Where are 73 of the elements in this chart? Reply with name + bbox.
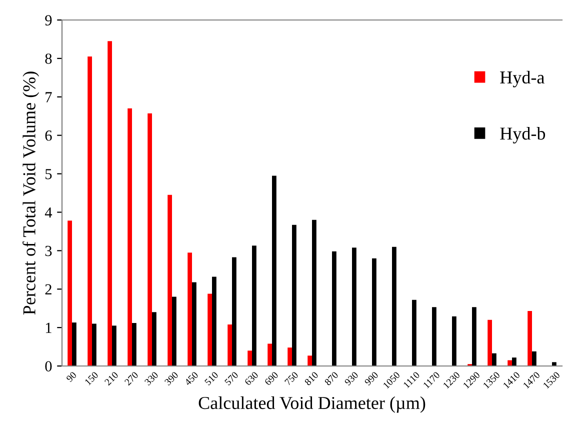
bar: [208, 294, 212, 366]
bar: [372, 258, 376, 366]
bar: [352, 248, 356, 366]
bar: [188, 252, 192, 366]
x-tick-label: 330: [144, 371, 159, 386]
bar: [272, 176, 276, 366]
bar: [248, 350, 252, 366]
bar: [288, 348, 292, 366]
x-tick-label: 870: [324, 371, 339, 386]
y-tick-label: 0: [45, 361, 52, 372]
x-tick-label: 270: [124, 371, 139, 386]
x-axis-title: Calculated Void Diameter (µm): [198, 396, 426, 413]
bar: [132, 322, 136, 366]
bar: [228, 324, 232, 366]
bar: [528, 311, 532, 366]
bar: [72, 322, 76, 366]
bar: [232, 257, 236, 366]
x-tick-label: 810: [304, 371, 319, 386]
y-tick-label: 4: [44, 207, 52, 218]
y-tick-label: 8: [45, 54, 52, 64]
y-tick-label: 1: [46, 322, 52, 333]
x-tick-label: 990: [364, 371, 379, 386]
bar: [152, 312, 156, 366]
bar: [168, 194, 172, 366]
bar: [172, 296, 176, 366]
bar: [452, 316, 456, 366]
y-tick-label: 9: [45, 15, 52, 26]
legend-label: Hyd-b: [500, 126, 546, 144]
bar: [392, 246, 396, 366]
x-tick-label: 750: [284, 371, 299, 386]
bar: [488, 320, 492, 366]
bar: [532, 351, 536, 366]
bar: [68, 220, 72, 366]
bar: [472, 307, 476, 366]
y-tick-label: 6: [45, 130, 52, 141]
x-tick-label: 1110: [403, 371, 420, 388]
bar: [492, 353, 496, 366]
bar: [432, 307, 436, 366]
bar: [108, 41, 112, 366]
bar: [552, 362, 556, 366]
x-tick-label: 390: [164, 371, 179, 386]
bar: [92, 324, 96, 366]
y-tick-label: 5: [46, 169, 52, 180]
x-tick-label: 150: [84, 371, 99, 386]
x-tick-label: 1170: [422, 371, 440, 389]
bar: [312, 220, 316, 366]
bar: [212, 276, 216, 366]
bar: [508, 360, 512, 366]
bar: [512, 358, 516, 366]
bar: [412, 300, 416, 366]
bar: [268, 344, 272, 366]
bar: [128, 108, 132, 366]
y-tick-label: 7: [46, 92, 52, 102]
x-tick-label: 690: [264, 371, 279, 386]
bar: [88, 56, 92, 366]
x-tick-label: 570: [224, 371, 239, 386]
x-tick-label: 630: [244, 371, 259, 386]
x-tick-label: 510: [204, 371, 219, 386]
y-tick-label: 3: [45, 246, 52, 256]
x-tick-label: 90: [66, 371, 77, 382]
y-tick-label: 2: [45, 284, 52, 294]
bar: [148, 113, 152, 366]
bar: [112, 326, 116, 366]
bar: [292, 224, 296, 366]
bar: [308, 356, 312, 366]
bar: [252, 246, 256, 366]
x-tick-label: 930: [344, 371, 359, 386]
bar: [332, 251, 336, 366]
y-axis-title: Percent of Total Void Volume (%): [22, 72, 40, 315]
x-tick-label: 450: [184, 371, 199, 386]
x-tick-label: 210: [104, 371, 119, 386]
legend-label: Hyd-a: [500, 70, 544, 88]
bar: [192, 282, 196, 366]
